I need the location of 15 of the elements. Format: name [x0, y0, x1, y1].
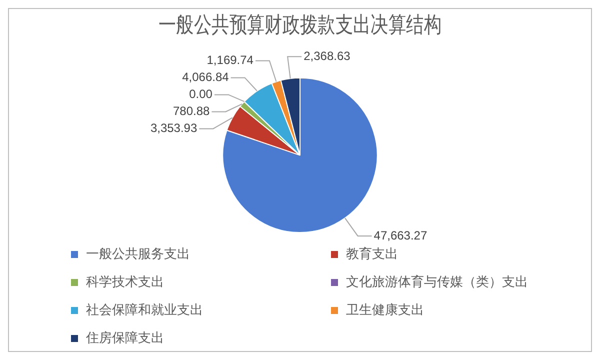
- legend-label: 社会保障和就业支出: [86, 302, 203, 319]
- data-label: 780.88: [172, 104, 210, 118]
- data-label: 47,663.27: [374, 228, 428, 242]
- legend-label: 住房保障支出: [86, 330, 164, 347]
- data-label: 1,169.74: [206, 53, 254, 68]
- text: 0.00: [189, 87, 212, 102]
- data-label: 2,368.63: [304, 48, 351, 63]
- data-label: 3,353.93: [150, 121, 198, 136]
- data-label: 4,066.84: [182, 70, 230, 84]
- legend-label: 科学技术支出: [86, 274, 164, 291]
- legend-label: 教育支出: [346, 246, 398, 263]
- chart-title: 一般公共预算财政拨款支出决算结构: [158, 12, 442, 38]
- legend-label: 一般公共服务支出: [86, 246, 190, 263]
- legend-label: 卫生健康支出: [346, 302, 424, 319]
- legend-label: 文化旅游体育与传媒（类）支出: [346, 274, 528, 291]
